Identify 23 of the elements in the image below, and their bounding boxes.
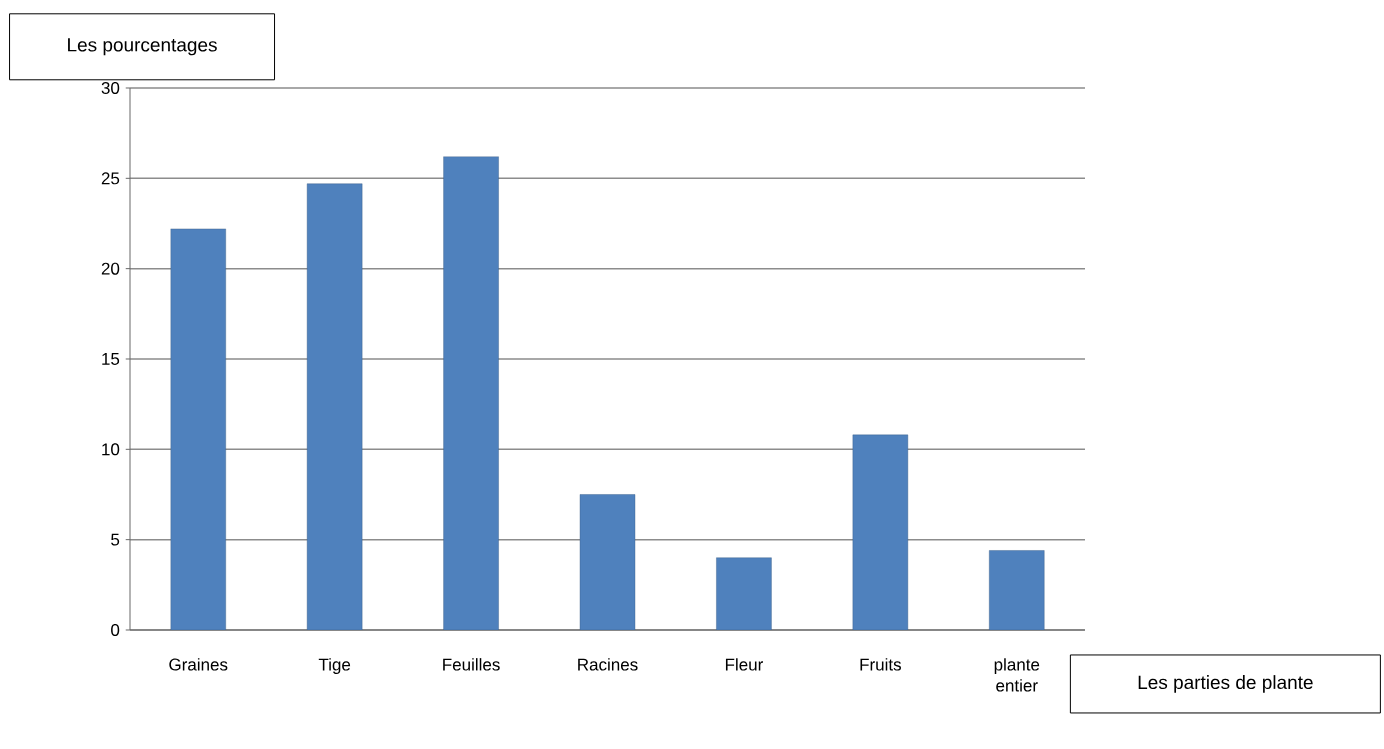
y-tick-label: 25 <box>101 172 120 185</box>
x-tick-label: Feuilles <box>443 658 500 671</box>
x-tick-label: Tige <box>318 658 351 674</box>
x-tick-label: Fleur <box>725 658 764 671</box>
x-tick-label: Graines <box>169 658 228 671</box>
bar <box>989 550 1045 630</box>
bar <box>170 228 226 630</box>
bar <box>306 183 363 630</box>
y-tick-label: 20 <box>101 262 120 275</box>
x-tick-label: plante entier <box>994 658 1040 692</box>
x-tick-label: Fruits <box>860 658 901 671</box>
x-tick-label: Racines <box>578 658 638 671</box>
y-tick-label: 10 <box>102 443 120 456</box>
bar <box>852 434 909 630</box>
y-tick-label: 30 <box>101 81 120 95</box>
y-tick-label: 0 <box>111 623 120 637</box>
bar <box>579 494 636 630</box>
x-axis-title: Les parties de plante <box>1138 675 1313 693</box>
y-tick-label: 5 <box>111 533 120 546</box>
y-axis-title: Les pourcentages <box>68 38 217 56</box>
bar <box>716 557 772 630</box>
y-tick-label: 15 <box>102 353 120 365</box>
bar <box>443 156 499 630</box>
